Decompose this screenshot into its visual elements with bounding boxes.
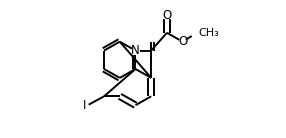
Text: CH₃: CH₃ — [198, 28, 219, 38]
Text: N: N — [131, 44, 140, 57]
Text: O: O — [162, 9, 172, 22]
Text: O: O — [178, 35, 187, 48]
Text: I: I — [83, 99, 86, 112]
